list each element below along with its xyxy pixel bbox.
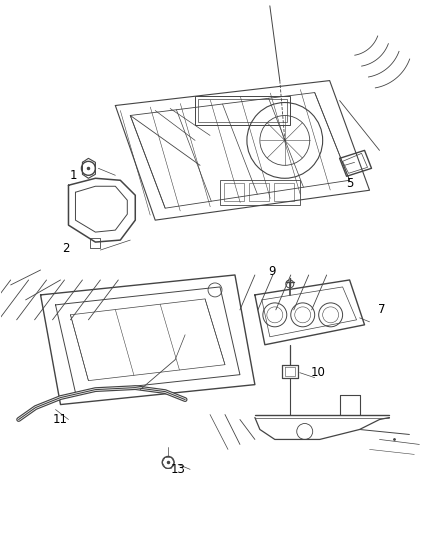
Bar: [249, 183, 269, 201]
Text: 7: 7: [378, 303, 385, 317]
Bar: [274, 183, 294, 201]
Text: 10: 10: [310, 366, 325, 379]
Text: 1: 1: [70, 169, 77, 182]
Text: 11: 11: [53, 413, 68, 426]
Text: 2: 2: [62, 241, 69, 255]
Text: 5: 5: [346, 177, 353, 190]
Bar: [198, 99, 287, 123]
Bar: [224, 183, 244, 201]
Bar: [195, 95, 290, 125]
Bar: [220, 180, 300, 205]
Text: 9: 9: [268, 265, 276, 278]
Text: 13: 13: [171, 463, 186, 476]
